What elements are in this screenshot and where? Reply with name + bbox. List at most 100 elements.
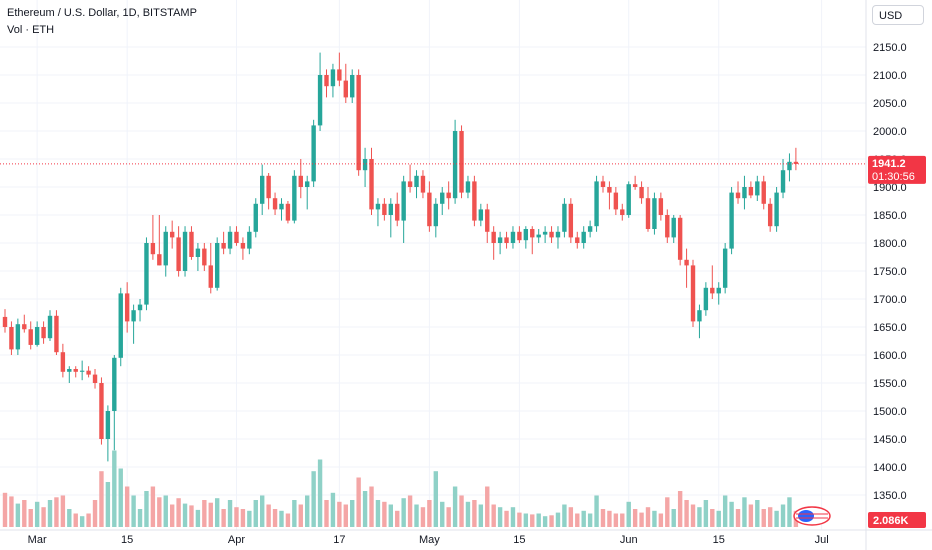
- volume-bar: [189, 505, 194, 527]
- candle-body: [722, 248, 728, 288]
- candle-body: [105, 411, 111, 439]
- volume-bar: [317, 459, 323, 527]
- us-flag-icon[interactable]: [793, 506, 831, 526]
- candle-body: [202, 248, 207, 266]
- volume-bar: [247, 510, 252, 527]
- candle-body: [189, 231, 194, 257]
- volume-bar: [504, 510, 509, 527]
- candle-body: [330, 69, 336, 87]
- candle-body: [150, 243, 156, 255]
- x-tick-label: 15: [713, 534, 725, 546]
- candle-body: [356, 75, 361, 171]
- volume-bar: [124, 486, 130, 527]
- x-tick-label: 17: [333, 534, 345, 546]
- volume-bar: [414, 504, 419, 527]
- volume-bar: [639, 512, 644, 527]
- volume-bar: [716, 510, 721, 527]
- candle-body: [504, 237, 509, 243]
- candle-body: [47, 315, 53, 339]
- y-tick-label: 2050.0: [873, 98, 907, 110]
- candle-body: [465, 181, 471, 193]
- candle-body: [478, 209, 484, 221]
- price-axis: 2150.02100.02050.02000.01950.01900.01850…: [873, 42, 907, 502]
- volume-bar: [407, 495, 413, 527]
- candle-body: [382, 203, 387, 215]
- volume-bar: [703, 500, 709, 527]
- volume-bar: [60, 495, 66, 527]
- candle-body: [530, 229, 535, 238]
- volume-bar: [285, 513, 291, 527]
- candle-body: [208, 265, 213, 288]
- candle-body: [677, 217, 683, 260]
- volume-bar: [118, 468, 123, 527]
- volume-bar: [227, 500, 233, 527]
- candle-body: [549, 231, 554, 238]
- x-tick-label: Jul: [815, 534, 829, 546]
- volume-bar: [446, 507, 451, 527]
- candle-body: [665, 215, 670, 238]
- candle-body: [118, 293, 123, 358]
- volume-bar: [722, 495, 728, 527]
- x-tick-label: 15: [513, 534, 525, 546]
- candle-body: [247, 231, 252, 249]
- candle-body: [407, 181, 413, 187]
- candle-body: [317, 75, 323, 126]
- volume-bar: [214, 498, 220, 527]
- candle-body: [343, 80, 348, 98]
- volume-bar: [575, 513, 580, 527]
- candle-body: [99, 383, 104, 439]
- candle-body: [253, 203, 258, 232]
- candle-body: [748, 187, 754, 196]
- y-tick-label: 1350.0: [873, 490, 907, 502]
- y-tick-label: 1700.0: [873, 294, 907, 306]
- currency-selector[interactable]: USD: [872, 5, 924, 25]
- volume-bar: [253, 500, 258, 527]
- volume-bar: [632, 509, 638, 527]
- volume-bar: [112, 450, 117, 527]
- volume-bar: [780, 504, 786, 527]
- volume-bar: [677, 491, 683, 527]
- volume-bar: [645, 507, 651, 527]
- volume-bar: [292, 500, 297, 527]
- candle-body: [620, 209, 625, 215]
- y-tick-label: 2150.0: [873, 42, 907, 54]
- volume-bar: [324, 500, 329, 527]
- y-tick-label: 2100.0: [873, 70, 907, 82]
- candle-body: [555, 231, 561, 238]
- volume-bar: [697, 507, 702, 527]
- candle-body: [92, 374, 98, 383]
- volume-bar: [22, 500, 27, 527]
- volume-bar: [555, 512, 561, 527]
- volume-bar: [86, 513, 91, 527]
- volume-bar: [221, 509, 226, 527]
- candle-body: [260, 175, 265, 204]
- volume-bar: [157, 497, 162, 527]
- volume-bar: [587, 513, 593, 527]
- volume-bar: [67, 509, 72, 527]
- volume-bar: [626, 501, 631, 527]
- volume-bars: [2, 450, 799, 527]
- y-tick-label: 1600.0: [873, 350, 907, 362]
- candle-body: [761, 181, 766, 204]
- candle-body: [767, 203, 773, 227]
- volume-bar: [388, 504, 393, 527]
- x-tick-label: Mar: [28, 534, 47, 546]
- volume-bar: [562, 504, 567, 527]
- x-tick-label: Apr: [228, 534, 245, 546]
- time-axis: Mar 15 Apr 17 May 15 Jun 15 Jul: [28, 534, 829, 546]
- volume-bar: [182, 503, 188, 527]
- candle-body: [536, 234, 541, 238]
- volume-bar: [440, 501, 445, 527]
- candle-body: [774, 192, 779, 227]
- candle-body: [234, 231, 239, 243]
- candle-body: [587, 226, 593, 232]
- volume-bar: [169, 504, 175, 527]
- volume-bar: [536, 513, 541, 527]
- candle-body: [395, 203, 400, 221]
- candle-body: [632, 184, 638, 187]
- volume-bar: [234, 507, 239, 527]
- volume-bar: [420, 507, 426, 527]
- volume-bar: [2, 492, 8, 527]
